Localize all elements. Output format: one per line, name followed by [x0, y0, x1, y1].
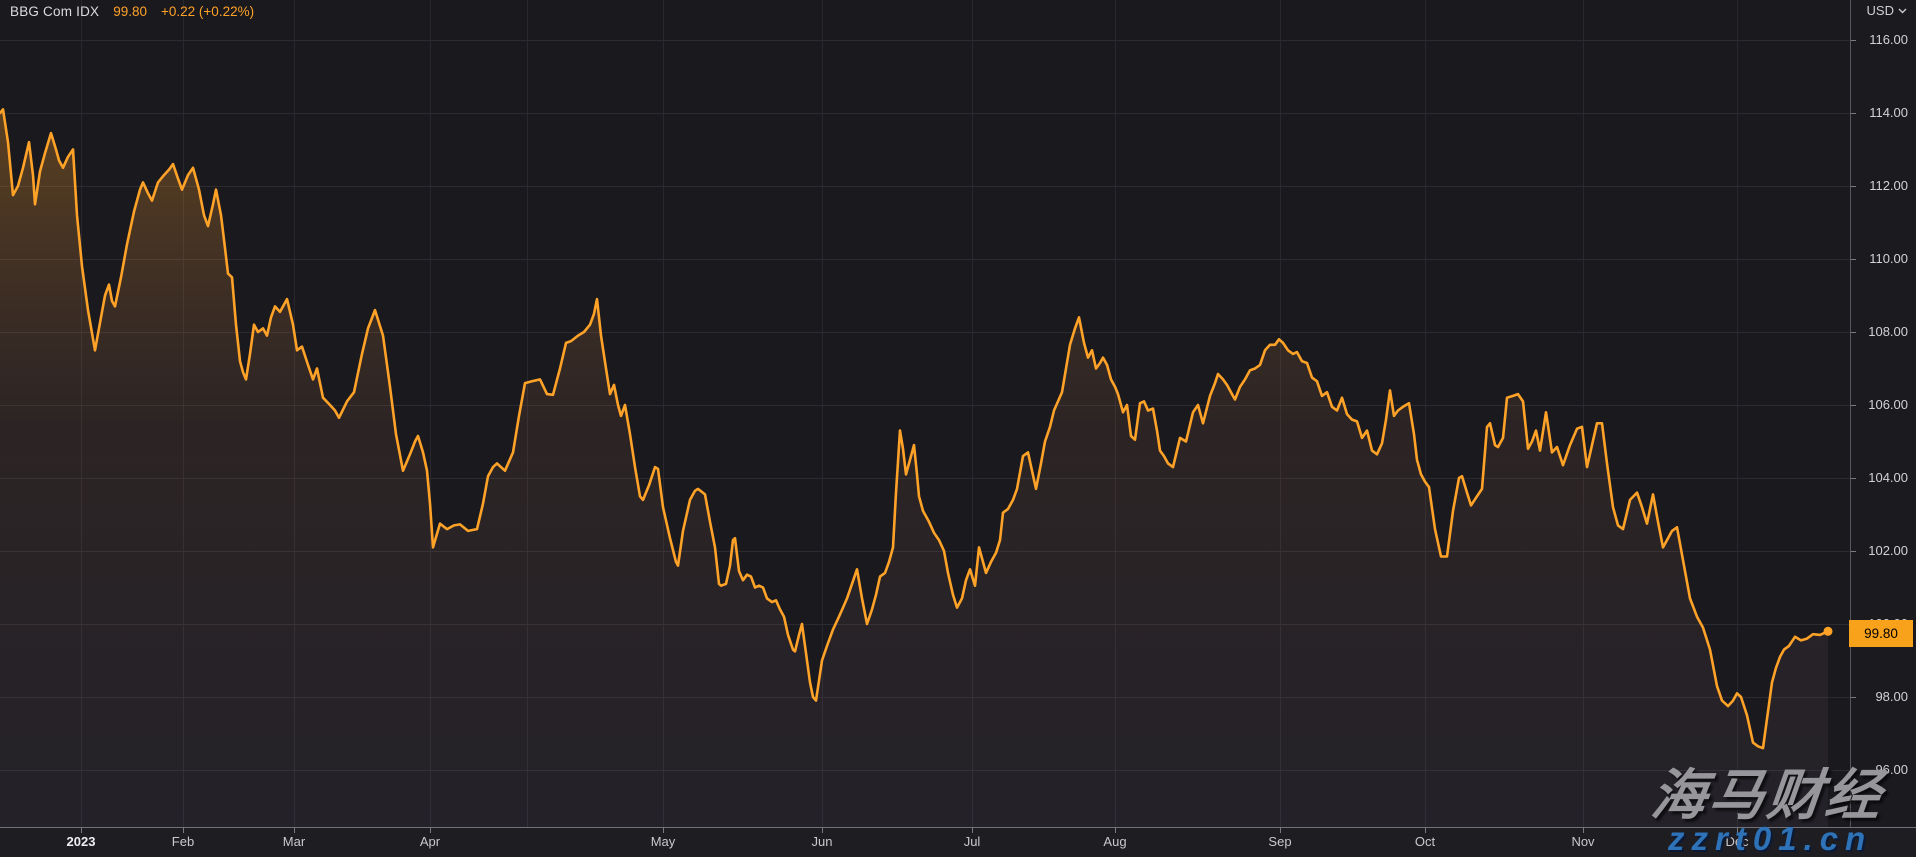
x-axis-tick — [1737, 828, 1738, 833]
y-axis-tick — [1851, 39, 1856, 41]
y-axis-tick — [1851, 550, 1856, 552]
y-axis-tick — [1851, 258, 1856, 260]
y-axis-tick — [1851, 477, 1856, 479]
x-axis-tick — [81, 828, 82, 833]
chart-canvas[interactable] — [0, 0, 1850, 827]
x-axis-label-month: Aug — [1103, 834, 1127, 849]
y-axis-label: 96.00 — [1875, 762, 1908, 777]
x-axis-tick — [294, 828, 295, 833]
y-axis-label: 102.00 — [1868, 543, 1908, 558]
x-axis-tick — [430, 828, 431, 833]
price-line — [0, 108, 1830, 750]
chart-header: BBG Com IDX 99.80 +0.22 (+0.22%) — [10, 4, 254, 19]
x-axis-tick — [183, 828, 184, 833]
last-point-marker — [1823, 626, 1833, 636]
x-axis-label-month: Oct — [1414, 834, 1436, 849]
y-axis-label: 114.00 — [1869, 105, 1908, 120]
x-axis-label-month: Jun — [811, 834, 833, 849]
y-axis-label: 106.00 — [1868, 397, 1908, 412]
y-axis-tick — [1851, 185, 1856, 187]
last-price-badge: 99.80 — [1849, 619, 1913, 647]
watermark-zzrt01-cn: zzrt01.cn — [1668, 820, 1873, 857]
x-axis-label-month: Jul — [963, 834, 981, 849]
price-chart-plot[interactable]: BBG Com IDX 99.80 +0.22 (+0.22%) — [0, 0, 1850, 827]
x-axis-label-month: Feb — [171, 834, 195, 849]
x-axis-label-month: Nov — [1571, 834, 1595, 849]
last-price-badge-value: 99.80 — [1864, 625, 1898, 641]
y-axis-label: 98.00 — [1875, 689, 1908, 704]
x-axis-label-month: Dec — [1725, 834, 1749, 849]
y-axis-tick — [1851, 331, 1856, 333]
y-axis-label: 112.00 — [1869, 178, 1908, 193]
y-axis-label: 110.00 — [1869, 251, 1908, 266]
x-axis-label-month: May — [650, 834, 676, 849]
instrument-title: BBG Com IDX — [10, 4, 100, 19]
x-axis-tick — [1425, 828, 1426, 833]
x-axis-tick — [972, 828, 973, 833]
y-axis-label: 104.00 — [1868, 470, 1908, 485]
x-axis-label-month: Apr — [419, 834, 441, 849]
x-axis-tick — [663, 828, 664, 833]
x-axis-label-year: 2023 — [66, 834, 96, 849]
y-axis-tick — [1851, 112, 1856, 114]
y-axis-panel: USD 116.00 114.00 112.00 110.00 108.00 106.00… — [1850, 0, 1916, 827]
y-axis-tick — [1851, 696, 1856, 698]
currency-selector[interactable]: USD — [1867, 3, 1907, 18]
x-axis-tick — [1583, 828, 1584, 833]
instrument-change: +0.22 (+0.22%) — [161, 4, 255, 19]
x-axis-tick — [1280, 828, 1281, 833]
currency-label: USD — [1866, 3, 1894, 18]
x-axis-label-month: Mar — [282, 834, 306, 849]
x-axis-tick — [822, 828, 823, 833]
y-axis-tick — [1851, 404, 1856, 406]
chevron-down-icon — [1898, 8, 1907, 13]
watermark-haima-caijing: 海马财经 — [1648, 764, 1887, 826]
y-axis-label: 108.00 — [1868, 324, 1908, 339]
y-axis-tick — [1851, 769, 1856, 771]
x-axis-tick — [1115, 828, 1116, 833]
y-axis-label: 116.00 — [1869, 32, 1908, 47]
instrument-last-price: 99.80 — [113, 4, 148, 19]
price-area-fill — [0, 109, 1828, 827]
x-axis-label-month: Sep — [1268, 834, 1292, 849]
x-axis-bar: 2023 Feb Mar Apr May Jun Jul Aug Sep Oct Nov Dec — [0, 827, 1916, 857]
